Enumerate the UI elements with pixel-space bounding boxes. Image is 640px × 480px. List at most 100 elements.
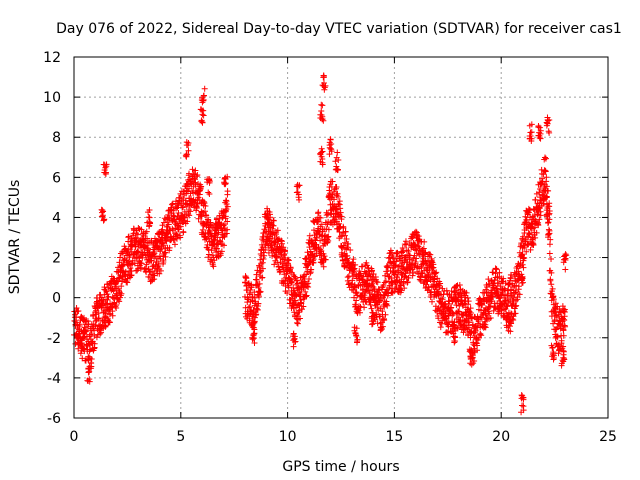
data-point: [304, 262, 311, 269]
data-point: [132, 243, 139, 250]
data-point: [410, 270, 417, 277]
data-point: [466, 346, 473, 353]
data-point: [353, 289, 360, 296]
data-point: [420, 280, 427, 287]
data-point: [257, 256, 264, 263]
data-point: [350, 268, 357, 275]
data-point: [547, 276, 554, 283]
data-point: [298, 306, 305, 313]
data-point: [344, 252, 351, 259]
data-point: [293, 183, 300, 190]
data-point: [535, 132, 542, 139]
data-point: [548, 256, 555, 263]
data-point: [97, 330, 104, 337]
data-point: [335, 200, 342, 207]
data-point: [151, 250, 158, 257]
data-point: [200, 92, 207, 99]
data-point: [337, 205, 344, 212]
data-point: [162, 253, 169, 260]
data-point: [439, 296, 446, 303]
data-point: [478, 332, 485, 339]
data-point: [241, 293, 248, 300]
data-point: [368, 321, 375, 328]
data-point: [104, 296, 111, 303]
data-point: [467, 360, 474, 367]
data-point: [298, 299, 305, 306]
data-point: [542, 155, 549, 162]
data-point: [482, 324, 489, 331]
data-point: [303, 281, 310, 287]
data-point: [532, 234, 539, 241]
data-point: [493, 266, 500, 273]
data-point: [490, 293, 497, 300]
data-point: [520, 403, 527, 410]
data-point: [290, 343, 297, 350]
data-point: [560, 332, 567, 339]
data-point: [560, 347, 567, 354]
data-point: [157, 267, 164, 274]
data-point: [321, 253, 328, 260]
data-point: [77, 350, 84, 357]
data-point: [213, 249, 220, 256]
data-point: [435, 304, 442, 311]
data-point: [550, 293, 557, 300]
data-point: [373, 278, 380, 285]
data-point: [210, 263, 217, 270]
data-point: [293, 277, 300, 284]
data-point: [413, 255, 420, 262]
data-point: [530, 242, 537, 249]
x-tick-label: 25: [599, 429, 617, 445]
data-point: [528, 135, 535, 142]
data-point: [288, 278, 295, 285]
data-point: [186, 185, 193, 192]
data-point: [143, 228, 150, 235]
data-point: [192, 167, 199, 174]
data-point: [86, 368, 93, 375]
data-point: [91, 327, 98, 334]
data-point: [321, 84, 328, 91]
data-point: [415, 250, 422, 257]
data-point: [427, 251, 434, 258]
data-point: [149, 251, 156, 258]
data-point: [315, 209, 322, 216]
chart-title: Day 076 of 2022, Sidereal Day-to-day VTE…: [56, 21, 622, 37]
data-point: [535, 222, 542, 229]
data-point: [430, 261, 437, 268]
data-point: [520, 254, 527, 261]
data-point: [445, 319, 452, 326]
data-point: [554, 333, 561, 340]
axis-ticks: 0 5 10 15 20 25 -6 -4 -2 0 2 4 6 8 10 12: [43, 50, 617, 445]
data-point: [508, 271, 515, 278]
data-point: [223, 200, 230, 207]
data-point: [562, 257, 569, 264]
data-point: [465, 324, 472, 331]
data-point: [351, 327, 358, 334]
data-point: [102, 322, 109, 329]
data-point: [247, 287, 254, 294]
data-point: [359, 263, 366, 270]
data-point: [250, 335, 257, 342]
data-point: [393, 258, 400, 265]
data-point: [352, 261, 359, 268]
data-point: [86, 365, 93, 372]
data-point: [201, 200, 208, 207]
data-point: [518, 409, 525, 416]
data-point: [401, 285, 408, 292]
data-point: [185, 140, 192, 147]
data-point: [138, 260, 145, 267]
data-point: [385, 255, 392, 262]
y-tick-label: 2: [52, 251, 61, 267]
data-point: [526, 122, 533, 129]
data-point: [101, 166, 108, 173]
data-point: [105, 293, 112, 300]
data-point: [412, 259, 419, 266]
data-point: [452, 327, 459, 334]
data-point: [296, 315, 303, 322]
data-point: [342, 239, 349, 246]
data-point: [214, 234, 221, 241]
data-point: [480, 295, 487, 302]
data-point: [177, 234, 184, 241]
data-point: [168, 201, 175, 208]
data-point: [496, 269, 503, 276]
data-point: [424, 278, 431, 285]
